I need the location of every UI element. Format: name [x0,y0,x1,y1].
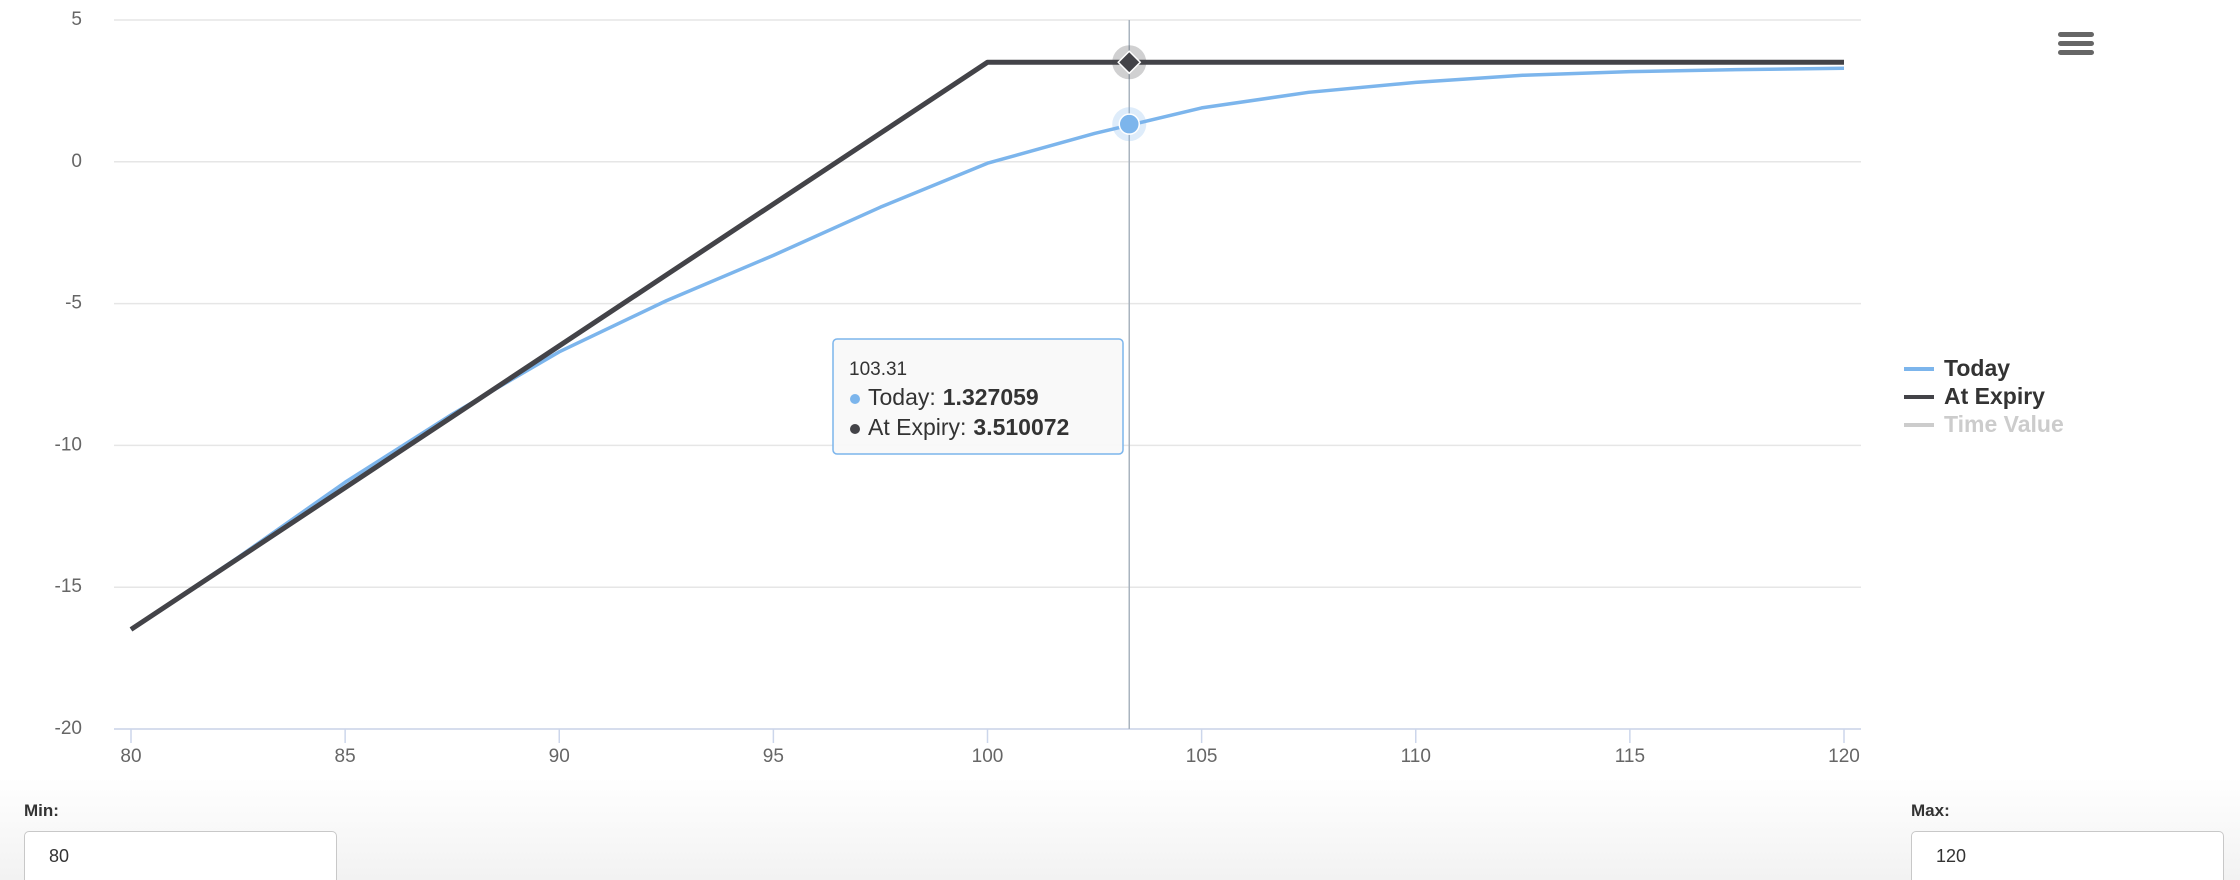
x-tick-label: 120 [1828,746,1860,767]
x-tick-label: 115 [1615,746,1645,767]
y-tick-label: 5 [71,9,82,30]
min-label: Min: [24,801,59,820]
series-line [130,66,1845,631]
x-tick-label: 105 [1186,746,1218,767]
y-tick-label: 0 [71,151,82,172]
x-tick-label: 95 [763,746,784,767]
tooltip-row: Today: 1.327059 [868,384,1039,410]
y-tick-label: -5 [65,293,82,314]
legend-label: Time Value [1944,411,2064,437]
x-tick-label: 100 [972,746,1004,767]
chart: -20 -15 -10 -5 0 5 80 85 90 95 100 105 110 115 120 Toda… [55,9,2094,767]
menu-button[interactable] [2058,32,2094,55]
y-tick-label: -10 [55,434,82,455]
max-input[interactable]: 120 [1911,831,2224,880]
x-tick-label: 85 [335,746,356,767]
menu-bar [2058,32,2094,37]
range-controls: Min: 80 Max: 120 [0,778,2240,880]
tooltip-value: 1.327059 [943,384,1039,410]
legend-item[interactable]: Time Value [1904,411,2064,437]
max-label: Max: [1911,801,1950,820]
y-tick-label: -15 [55,576,82,597]
hover-marker [1118,113,1141,135]
x-tick-label: 90 [549,746,570,767]
tooltip-header: 103.31 [849,359,907,380]
x-tick-label: 80 [120,746,141,767]
tooltip-label: At Expiry: [868,414,966,440]
legend-item[interactable]: At Expiry [1904,383,2045,409]
tooltip-bullet [850,424,860,434]
tooltip-label: Today: [868,384,936,410]
tooltip-box [832,338,1124,455]
tooltip-value: 3.510072 [973,414,1069,440]
legend-label: At Expiry [1944,383,2045,409]
tooltip: 103.31 Today: 1.327059 At Expiry: 3.510072 [832,338,1124,455]
menu-bar [2058,50,2094,55]
x-tick-label: 110 [1401,746,1431,767]
hover-marker [1117,50,1142,75]
y-tick-label: -20 [55,718,82,739]
legend-label: Today [1944,355,2010,381]
series-line [129,59,1844,632]
tooltip-row: At Expiry: 3.510072 [868,414,1069,440]
legend-item[interactable]: Today [1904,355,2010,381]
min-input[interactable]: 80 [24,831,337,880]
menu-bar [2058,41,2094,46]
tooltip-bullet [850,394,860,404]
